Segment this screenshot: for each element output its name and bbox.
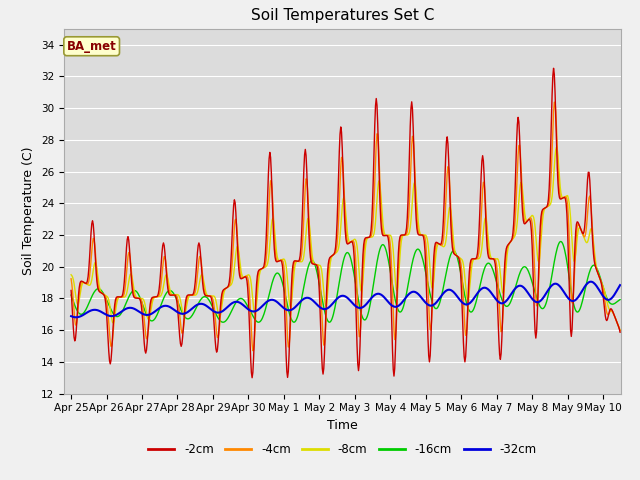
X-axis label: Time: Time: [327, 419, 358, 432]
Legend: -2cm, -4cm, -8cm, -16cm, -32cm: -2cm, -4cm, -8cm, -16cm, -32cm: [144, 438, 541, 461]
Text: BA_met: BA_met: [67, 40, 116, 53]
Title: Soil Temperatures Set C: Soil Temperatures Set C: [251, 9, 434, 24]
Y-axis label: Soil Temperature (C): Soil Temperature (C): [22, 147, 35, 276]
